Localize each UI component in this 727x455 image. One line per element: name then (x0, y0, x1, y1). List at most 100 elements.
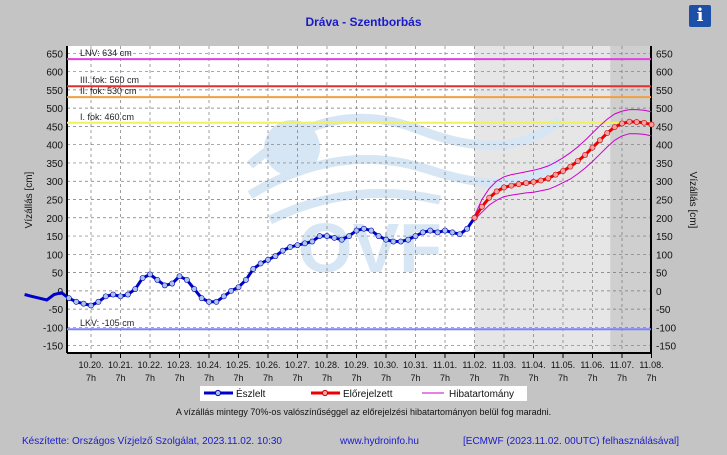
observed-point (213, 298, 220, 305)
y-tick-label-left: 350 (46, 159, 63, 170)
ovf-logo-watermark: OVF (298, 209, 442, 287)
observed-point (390, 238, 397, 245)
observed-point (220, 293, 227, 300)
forecast-point (611, 124, 618, 131)
threshold-label: LNV: 634 cm (80, 48, 132, 58)
x-tick-label: 10.28. (314, 360, 339, 370)
forecast-point (478, 203, 485, 210)
y-tick-label-right: 600 (656, 68, 673, 79)
y-tick-label-left: 400 (46, 141, 63, 152)
x-tick-hour: 7h (292, 373, 302, 383)
observed-point (397, 238, 404, 245)
y-tick-label-left: 600 (46, 68, 63, 79)
y-tick-label-left: 200 (46, 214, 63, 225)
y-tick-label-left: 150 (46, 232, 63, 243)
observed-point (235, 284, 242, 291)
observed-point (434, 229, 441, 236)
observed-point (309, 238, 316, 245)
y-tick-label-left: 50 (52, 269, 64, 280)
x-tick-hour: 7h (174, 373, 184, 383)
y-tick-label-left: 650 (46, 49, 63, 60)
forecast-point (508, 182, 515, 189)
y-tick-label-right: 50 (656, 269, 668, 280)
observed-point (375, 233, 382, 239)
x-tick-label: 11.04. (521, 360, 545, 370)
observed-point (353, 227, 360, 234)
forecast-point (641, 119, 648, 126)
x-tick-hour: 7h (469, 373, 479, 383)
observed-point (464, 225, 471, 232)
observed-point (102, 293, 109, 300)
observed-point (147, 271, 153, 278)
forecast-point (486, 194, 493, 201)
observed-point (161, 282, 168, 289)
forecast-point (523, 180, 530, 186)
y-tick-label-right: 300 (656, 177, 673, 188)
observed-point (346, 233, 353, 239)
x-tick-label: 10.30. (373, 360, 398, 370)
observed-point (65, 295, 72, 302)
forecast-point (582, 152, 589, 158)
x-tick-hour: 7h (499, 373, 509, 383)
observed-point (169, 280, 176, 287)
observed-point (257, 260, 264, 267)
x-tick-hour: 7h (440, 373, 450, 383)
observed-point (154, 277, 161, 283)
x-tick-label: 10.24. (196, 360, 221, 370)
x-tick-hour: 7h (263, 373, 273, 383)
y-tick-label-right: 650 (656, 49, 673, 60)
legend-box (200, 386, 527, 401)
x-tick-label: 11.02. (462, 360, 486, 370)
observed-point (287, 244, 294, 250)
threshold-label: III. fok: 560 cm (80, 75, 139, 85)
threshold-label: II. fok: 530 cm (80, 86, 137, 96)
y-tick-label-left: -150 (43, 342, 63, 353)
legend-observed-marker (214, 389, 222, 397)
x-tick-hour: 7h (617, 373, 627, 383)
observed-point (95, 298, 102, 305)
footer-url[interactable]: www.hydroinfo.hu (340, 436, 419, 447)
x-tick-label: 10.22. (137, 360, 162, 370)
observed-point (183, 277, 190, 283)
y-tick-label-left: 550 (46, 86, 63, 97)
x-tick-label: 10.26. (255, 360, 280, 370)
observed-point (449, 229, 456, 236)
x-tick-label: 11.01. (433, 360, 457, 370)
y-tick-label-left: -100 (43, 323, 63, 334)
footer-source: [ECMWF (2023.11.02. 00UTC) felhasználásá… (463, 436, 680, 447)
y-axis-label-left: Vízállás [cm] (24, 171, 35, 228)
x-tick-hour: 7h (646, 373, 656, 383)
x-tick-label: 11.06. (580, 360, 604, 370)
x-tick-hour: 7h (351, 373, 361, 383)
error-band-lower (474, 133, 652, 220)
threshold-label: LKV: -105 cm (80, 318, 134, 328)
x-tick-label: 10.31. (403, 360, 428, 370)
x-tick-hour: 7h (204, 373, 214, 383)
observed-point (294, 242, 301, 249)
observed-point (412, 233, 419, 239)
x-tick-hour: 7h (587, 373, 597, 383)
observed-point (419, 229, 426, 236)
observed-point (198, 295, 205, 302)
info-icon[interactable]: i (689, 5, 711, 27)
y-tick-label-right: 500 (656, 104, 673, 115)
observed-point (456, 231, 463, 238)
forecast-point (515, 181, 522, 188)
error-band-upper (474, 109, 652, 217)
y-tick-label-right: 250 (656, 196, 673, 207)
observed-point (117, 293, 124, 300)
x-tick-hour: 7h (233, 373, 243, 383)
observed-point (360, 225, 367, 232)
y-tick-label-left: 500 (46, 104, 63, 115)
observed-point (279, 247, 286, 254)
x-tick-hour: 7h (558, 373, 568, 383)
forecast-point (626, 118, 633, 125)
y-tick-label-right: 0 (656, 287, 662, 298)
observed-point (242, 277, 249, 283)
observed-point (80, 300, 87, 307)
observed-point (383, 236, 389, 243)
observed-point (442, 227, 448, 234)
x-tick-hour: 7h (322, 373, 332, 383)
y-tick-label-left: 250 (46, 196, 63, 207)
